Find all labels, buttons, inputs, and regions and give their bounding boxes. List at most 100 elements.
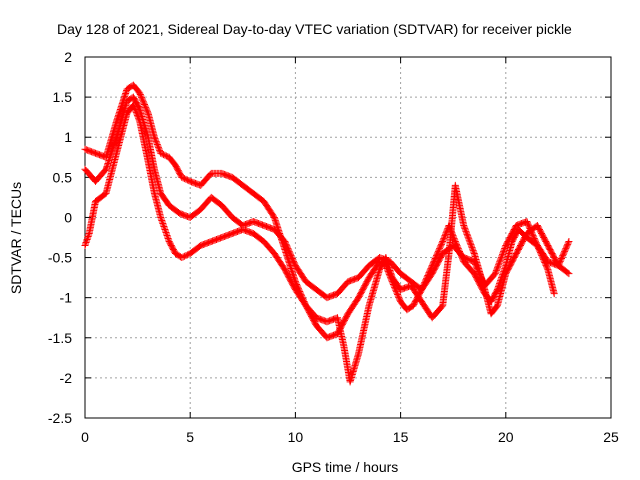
y-tick-label: -1 xyxy=(60,290,73,306)
data-point-interp xyxy=(440,233,448,241)
data-point-interp xyxy=(392,288,400,296)
data-point-interp xyxy=(144,108,152,116)
data-point-interp xyxy=(564,239,572,247)
data-point-interp xyxy=(131,106,139,114)
data-point xyxy=(136,89,144,97)
data-point xyxy=(460,221,468,229)
data-point-interp xyxy=(156,146,164,154)
data-point-interp xyxy=(158,216,166,224)
data-point-interp xyxy=(462,229,470,237)
data-point-interp xyxy=(394,291,402,299)
data-point-interp xyxy=(499,249,507,257)
data-points xyxy=(81,81,573,386)
data-point-interp xyxy=(153,139,161,147)
data-point-interp xyxy=(469,245,477,253)
x-tick-label: 0 xyxy=(81,429,89,445)
data-point-interp xyxy=(395,293,403,301)
data-point-interp xyxy=(393,289,401,297)
data-point-interp xyxy=(138,93,146,101)
grid xyxy=(85,57,611,418)
y-tick-label: -2 xyxy=(60,370,73,386)
data-point-interp xyxy=(134,113,142,121)
data-point-interp xyxy=(462,227,470,235)
data-point-interp xyxy=(496,258,504,266)
data-point-interp xyxy=(153,141,161,149)
x-tick-label: 10 xyxy=(288,429,304,445)
data-point-interp xyxy=(138,95,146,103)
data-point-interp xyxy=(85,231,93,239)
data-point-interp xyxy=(83,237,91,245)
data-point-interp xyxy=(162,228,170,236)
y-tick-label: 1 xyxy=(64,129,72,145)
data-point-interp xyxy=(439,236,447,244)
data-point xyxy=(565,238,573,246)
data-point-interp xyxy=(163,231,171,239)
data-point-interp xyxy=(136,91,144,99)
y-tick-label: 0.5 xyxy=(53,169,73,185)
data-point-interp xyxy=(543,264,551,272)
data-point-interp xyxy=(82,239,90,247)
data-point-interp xyxy=(463,230,471,238)
data-point-interp xyxy=(464,232,472,240)
data-point-interp xyxy=(143,106,151,114)
x-tick-label: 20 xyxy=(498,429,514,445)
data-point-interp xyxy=(165,236,173,244)
axis-ticks: 0 5 10 15 20 25 -2.5 -2 -1.5 -1 -0.5 0 0.5 1 1.5 2 xyxy=(48,49,619,445)
data-point-interp xyxy=(464,233,472,241)
data-point-interp xyxy=(157,215,165,223)
data-point-interp xyxy=(438,239,446,247)
data-point-interp xyxy=(142,105,150,113)
data-point-interp xyxy=(159,221,167,229)
data-point-interp xyxy=(495,261,503,269)
data-point-interp xyxy=(493,264,501,272)
data-point-interp xyxy=(500,247,508,255)
data-point-interp xyxy=(135,114,143,122)
data-point xyxy=(439,238,447,246)
data-point-interp xyxy=(461,224,469,232)
data-point-interp xyxy=(460,223,468,231)
data-point-interp xyxy=(394,292,402,300)
data-point-interp xyxy=(492,268,500,276)
data-point-interp xyxy=(159,219,167,227)
x-axis-label: GPS time / hours xyxy=(292,459,399,475)
data-point-interp xyxy=(497,253,505,261)
y-tick-label: 2 xyxy=(64,49,72,65)
data-point-interp xyxy=(140,99,148,107)
data-point-interp xyxy=(160,222,168,230)
data-point-interp xyxy=(84,234,92,242)
data-point-interp xyxy=(131,104,139,112)
data-point xyxy=(451,238,459,246)
data-point-interp xyxy=(498,250,506,258)
data-point-interp xyxy=(155,145,163,153)
y-tick-label: -0.5 xyxy=(48,250,72,266)
data-point-interp xyxy=(133,110,141,118)
data-point-interp xyxy=(466,238,474,246)
data-point-interp xyxy=(83,236,91,244)
data-point-interp xyxy=(132,107,140,115)
data-point-interp xyxy=(469,247,477,255)
plot-border xyxy=(84,56,612,419)
data-point-interp xyxy=(154,142,162,150)
data-point xyxy=(491,270,499,278)
data-point-interp xyxy=(465,235,473,243)
data-point-interp xyxy=(142,103,150,111)
data-point-interp xyxy=(161,227,169,235)
data-point-interp xyxy=(133,111,141,119)
data-point-interp xyxy=(392,286,400,294)
data-point-interp xyxy=(139,98,147,106)
data-point-interp xyxy=(164,233,172,241)
data-point-interp xyxy=(440,235,448,243)
data-point-interp xyxy=(496,256,504,264)
data-point-interp xyxy=(451,236,459,244)
data-point xyxy=(493,286,501,294)
data-point-interp xyxy=(461,226,469,234)
data-point-interp xyxy=(135,116,143,124)
data-point-interp xyxy=(139,96,147,104)
data-point-interp xyxy=(465,236,473,244)
data-point xyxy=(157,213,165,221)
data-point-interp xyxy=(151,135,159,143)
data-point-interp xyxy=(564,269,572,277)
data-point-interp xyxy=(498,252,506,260)
data-point xyxy=(129,101,137,109)
